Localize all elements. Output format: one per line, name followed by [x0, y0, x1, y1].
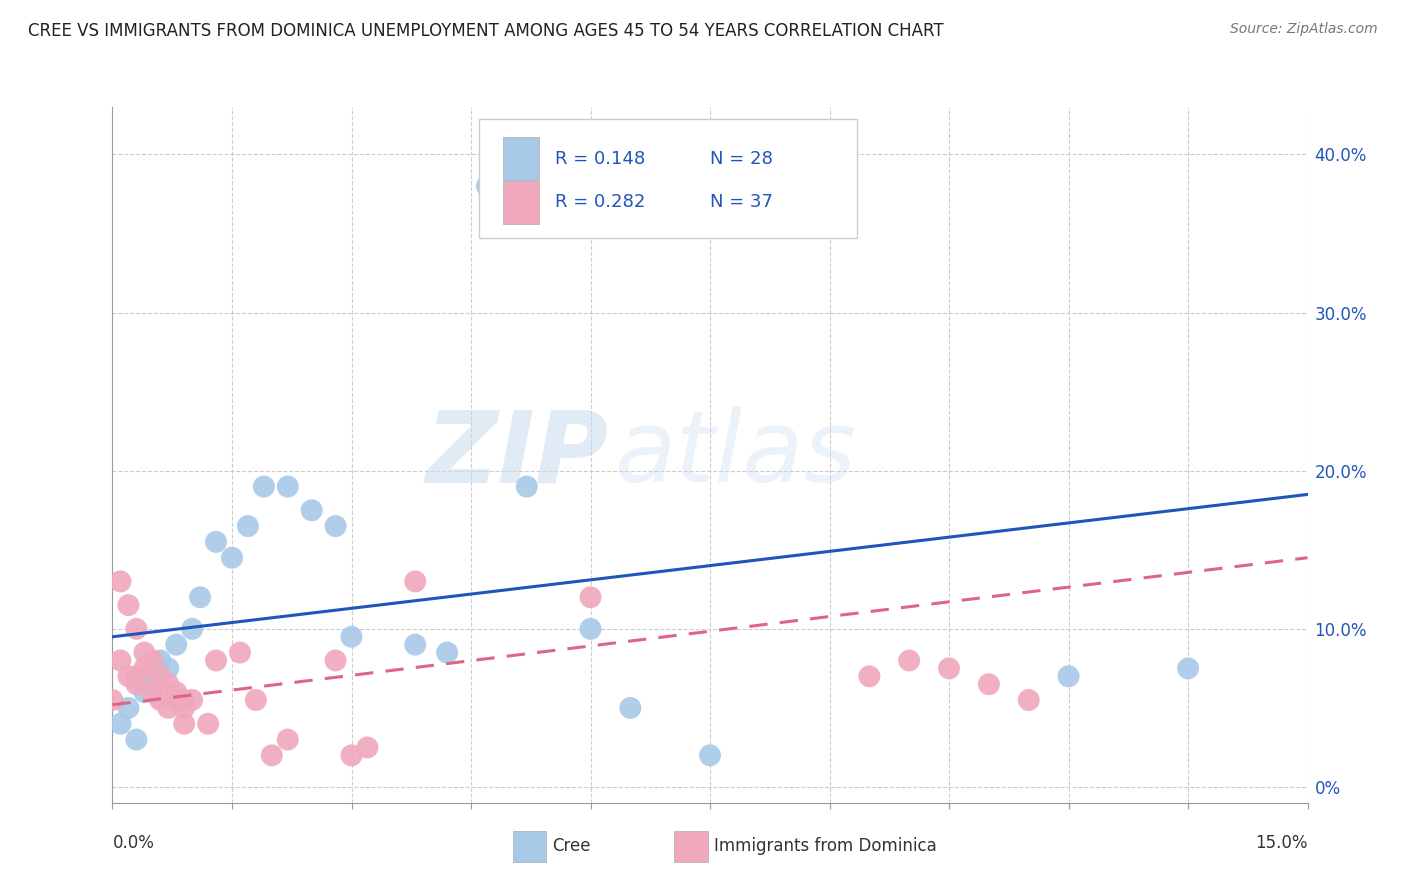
Point	[245, 693, 267, 707]
Point	[340, 748, 363, 763]
Point	[165, 638, 187, 652]
Point	[141, 685, 163, 699]
Point	[205, 653, 228, 667]
Point	[173, 716, 195, 731]
Point	[404, 638, 426, 652]
Point	[436, 646, 458, 660]
Point	[157, 677, 180, 691]
Text: 0.0%: 0.0%	[112, 834, 155, 852]
Point	[1177, 661, 1199, 675]
Point	[181, 622, 204, 636]
Text: Immigrants from Dominica: Immigrants from Dominica	[714, 837, 936, 855]
Bar	[675, 830, 707, 862]
Point	[260, 748, 283, 763]
Point	[277, 732, 299, 747]
Text: R = 0.282: R = 0.282	[554, 194, 645, 211]
Point	[404, 574, 426, 589]
Point	[229, 646, 252, 660]
Point	[101, 693, 124, 707]
Point	[125, 732, 148, 747]
Point	[253, 479, 276, 493]
Point	[205, 534, 228, 549]
Point	[141, 653, 163, 667]
Point	[475, 179, 498, 194]
Point	[141, 669, 163, 683]
Point	[149, 653, 172, 667]
Point	[125, 622, 148, 636]
Point	[898, 653, 921, 667]
Point	[188, 591, 211, 605]
Point	[977, 677, 1000, 691]
Point	[165, 693, 187, 707]
Text: Cree: Cree	[553, 837, 591, 855]
Point	[301, 503, 323, 517]
Point	[125, 669, 148, 683]
Point	[579, 622, 602, 636]
Point	[134, 685, 156, 699]
Point	[699, 748, 721, 763]
Point	[938, 661, 960, 675]
Bar	[503, 181, 538, 224]
Text: CREE VS IMMIGRANTS FROM DOMINICA UNEMPLOYMENT AMONG AGES 45 TO 54 YEARS CORRELAT: CREE VS IMMIGRANTS FROM DOMINICA UNEMPLO…	[28, 22, 943, 40]
Point	[110, 716, 132, 731]
Text: R = 0.148: R = 0.148	[554, 150, 645, 168]
Point	[325, 519, 347, 533]
Text: Source: ZipAtlas.com: Source: ZipAtlas.com	[1230, 22, 1378, 37]
Point	[236, 519, 259, 533]
Text: N = 28: N = 28	[710, 150, 773, 168]
Text: 15.0%: 15.0%	[1256, 834, 1308, 852]
Point	[579, 591, 602, 605]
Point	[277, 479, 299, 493]
Point	[149, 669, 172, 683]
Point	[221, 550, 243, 565]
Point	[117, 701, 139, 715]
Text: N = 37: N = 37	[710, 194, 773, 211]
Point	[117, 598, 139, 612]
Point	[165, 685, 187, 699]
Point	[325, 653, 347, 667]
Text: ZIP: ZIP	[426, 407, 609, 503]
Point	[173, 693, 195, 707]
FancyBboxPatch shape	[479, 119, 858, 238]
Bar	[503, 137, 538, 180]
Point	[1057, 669, 1080, 683]
Point	[858, 669, 880, 683]
Point	[340, 630, 363, 644]
Point	[157, 661, 180, 675]
Point	[117, 669, 139, 683]
Point	[356, 740, 378, 755]
Point	[149, 693, 172, 707]
Bar	[513, 830, 547, 862]
Point	[134, 646, 156, 660]
Point	[516, 479, 538, 493]
Point	[1018, 693, 1040, 707]
Text: atlas: atlas	[614, 407, 856, 503]
Point	[197, 716, 219, 731]
Point	[110, 574, 132, 589]
Point	[125, 677, 148, 691]
Point	[619, 701, 641, 715]
Point	[181, 693, 204, 707]
Point	[110, 653, 132, 667]
Point	[157, 701, 180, 715]
Point	[134, 661, 156, 675]
Point	[173, 701, 195, 715]
